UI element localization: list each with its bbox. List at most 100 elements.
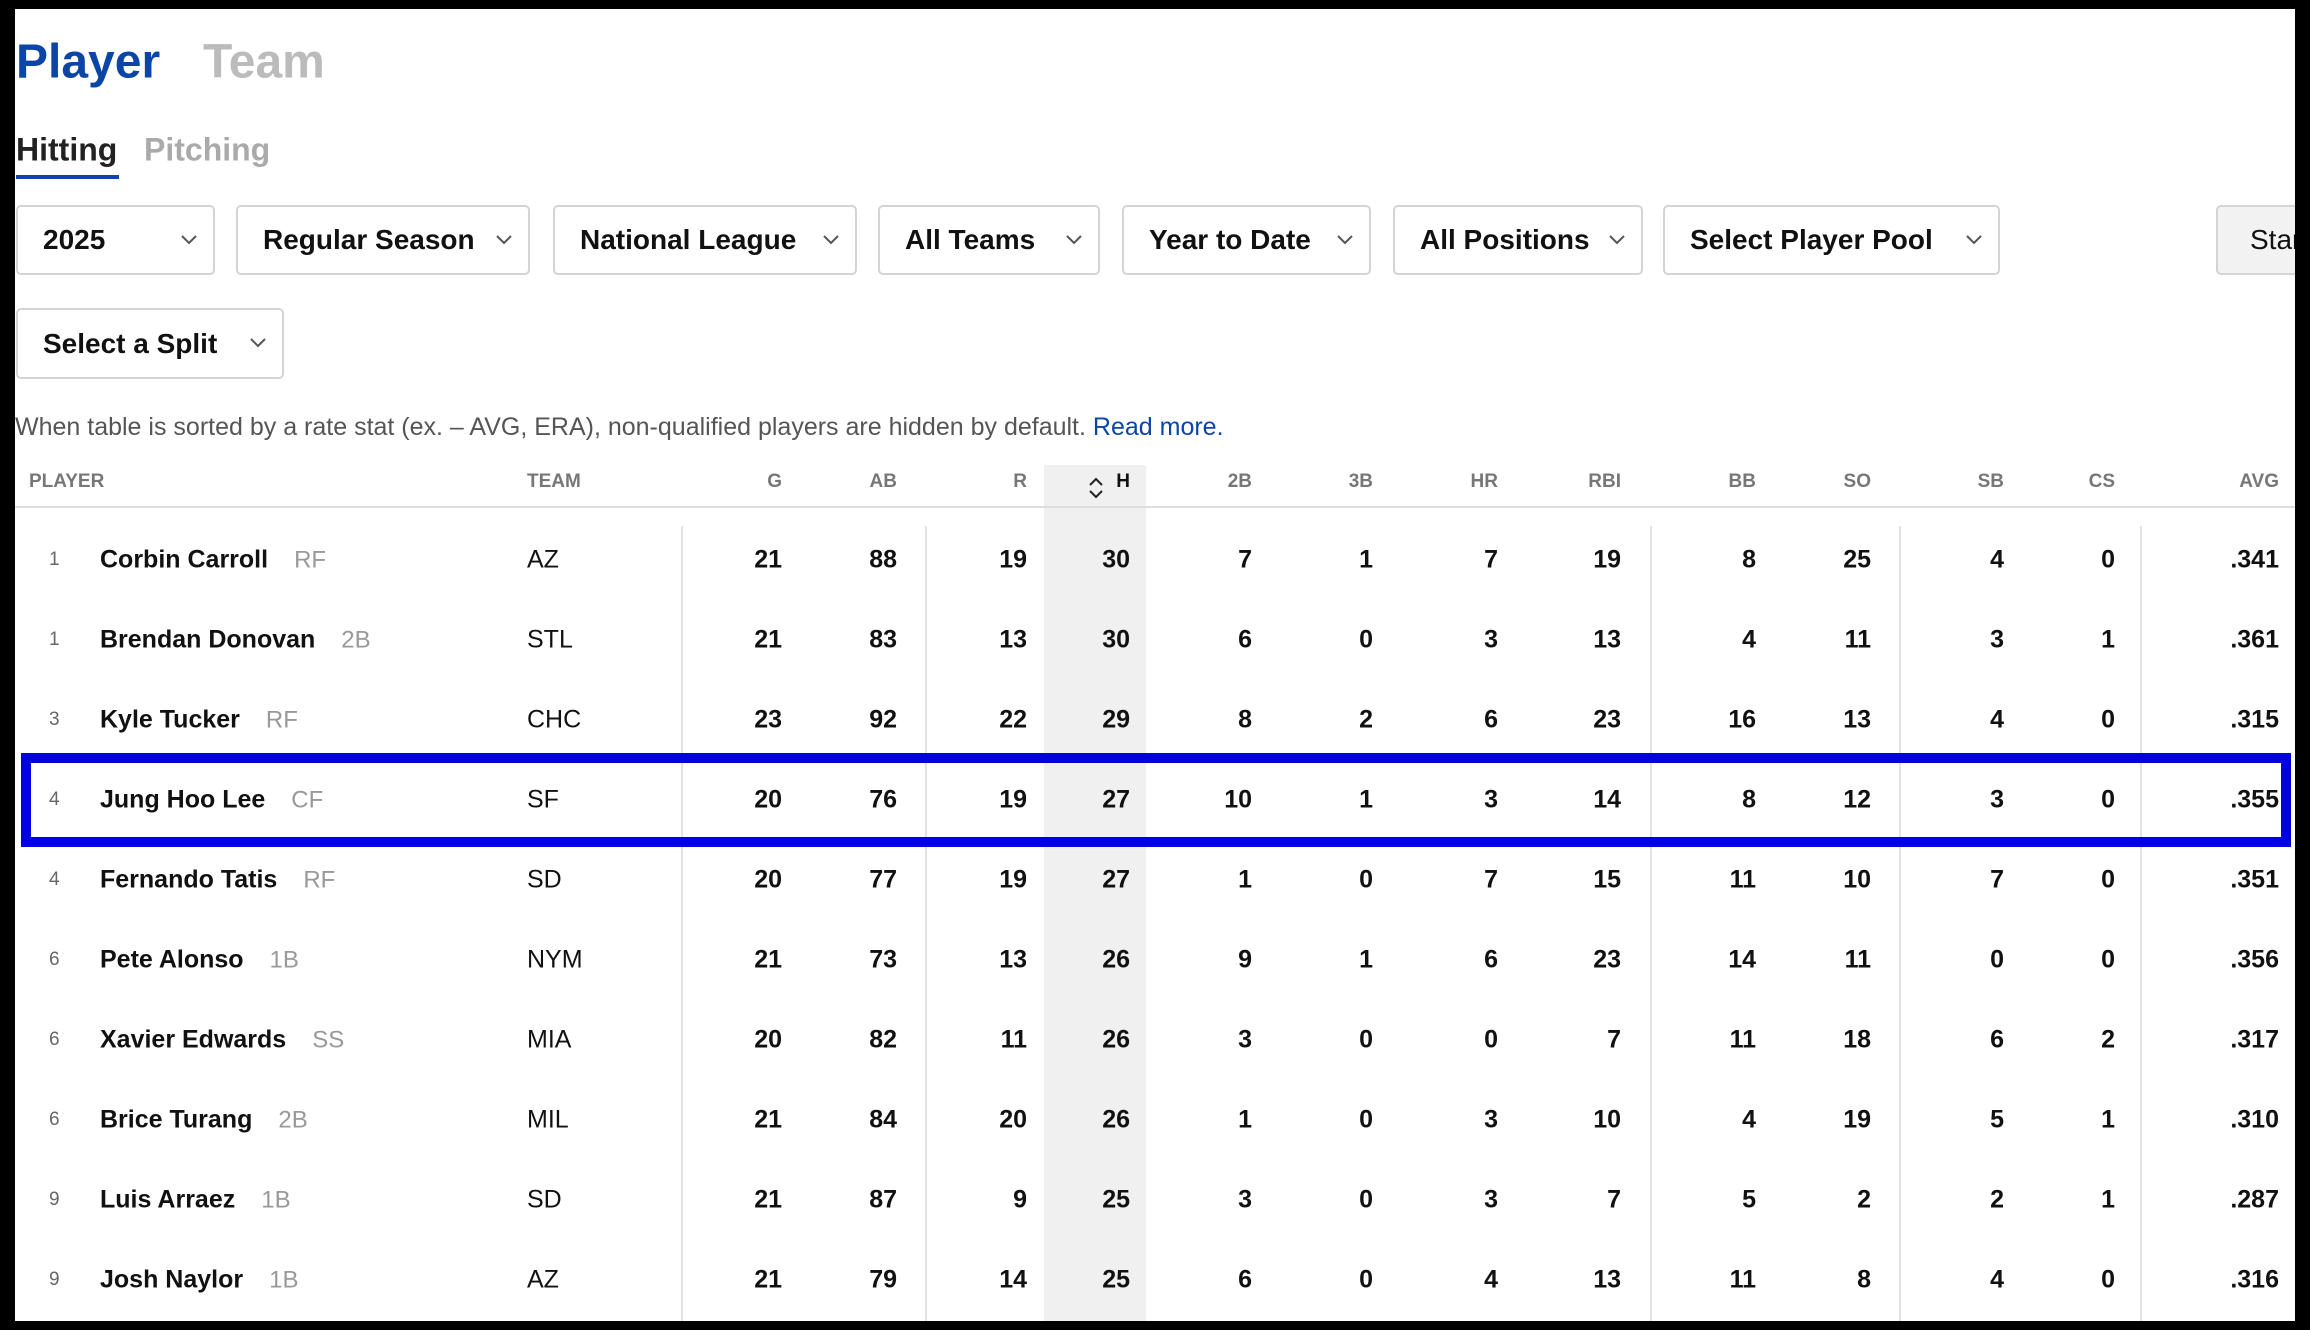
stat: 4: [1484, 1265, 1498, 1294]
player-name[interactable]: Fernando Tatis: [100, 865, 278, 894]
stat: 11: [1729, 1025, 1756, 1054]
stat: 7: [1484, 865, 1498, 894]
stat: 3: [1484, 1105, 1498, 1134]
filter-label: National League: [580, 224, 797, 255]
stat: 21: [754, 545, 782, 574]
filter-dropdown[interactable]: 2025: [16, 205, 215, 275]
player-name[interactable]: Kyle Tucker: [100, 705, 240, 734]
player-name[interactable]: Brice Turang: [100, 1105, 253, 1134]
stats-button[interactable]: Star: [2216, 205, 2295, 275]
player-name[interactable]: Josh Naylor: [100, 1265, 244, 1294]
stat: 87: [869, 1185, 897, 1214]
column-header[interactable]: CS: [2088, 471, 2115, 492]
stat: 1: [1359, 545, 1373, 574]
player-name[interactable]: Corbin Carroll: [100, 545, 269, 574]
stat: 1: [1359, 945, 1373, 974]
stat: 25: [1843, 545, 1871, 574]
column-header[interactable]: H: [1116, 471, 1130, 492]
player-tab[interactable]: Player: [16, 35, 161, 89]
filter-dropdown[interactable]: National League: [553, 205, 857, 275]
stat: 3: [1990, 785, 2004, 814]
column-header[interactable]: 3B: [1348, 471, 1373, 492]
player-name[interactable]: Brendan Donovan: [100, 625, 316, 654]
stat: 83: [869, 625, 897, 654]
stat: 23: [1593, 705, 1621, 734]
column-header[interactable]: PLAYER: [29, 471, 105, 492]
column-header[interactable]: SB: [1977, 471, 2004, 492]
filter-dropdown[interactable]: Year to Date: [1122, 205, 1371, 275]
stat: 12: [1843, 785, 1871, 814]
player-cell: Xavier Edwards SS: [100, 1026, 344, 1055]
stat: 13: [1593, 625, 1621, 654]
column-separator: [925, 526, 927, 1321]
stat: 19: [999, 865, 1027, 894]
stat: 8: [1238, 705, 1252, 734]
team-tab[interactable]: Team: [203, 35, 325, 89]
stat: 14: [1593, 785, 1621, 814]
stat: 0: [1359, 1105, 1373, 1134]
read-more-link[interactable]: Read more.: [1092, 413, 1224, 441]
stat: 30: [1102, 625, 1130, 654]
position: 1B: [261, 1186, 291, 1214]
header-rule: [15, 506, 2295, 508]
column-header[interactable]: RBI: [1588, 471, 1621, 492]
column-header[interactable]: BB: [1728, 471, 1756, 492]
stat: 0: [1359, 865, 1373, 894]
stat: 21: [754, 1265, 782, 1294]
column-separator: [2140, 526, 2142, 1321]
stat: 19: [999, 545, 1027, 574]
split-dropdown[interactable]: Select a Split: [16, 308, 284, 379]
stat: 8: [1857, 1265, 1871, 1294]
stat: 25: [1102, 1185, 1130, 1214]
filter-dropdown[interactable]: Select Player Pool: [1663, 205, 2000, 275]
filter-label: Select Player Pool: [1690, 224, 1933, 255]
column-header[interactable]: TEAM: [527, 471, 581, 492]
rank: 6: [49, 1109, 60, 1130]
column-separator: [1899, 526, 1901, 1321]
filter-label: All Positions: [1420, 224, 1590, 255]
filter-dropdown[interactable]: Regular Season: [236, 205, 530, 275]
stat: 0: [1484, 1025, 1498, 1054]
filter-dropdown[interactable]: All Teams: [878, 205, 1100, 275]
column-header[interactable]: SO: [1843, 471, 1871, 492]
player-name[interactable]: Jung Hoo Lee: [100, 785, 266, 814]
column-header[interactable]: AB: [869, 471, 897, 492]
stat: 8: [1742, 545, 1756, 574]
column-header[interactable]: 2B: [1227, 471, 1252, 492]
position: RF: [265, 706, 298, 734]
stat: 0: [2101, 1265, 2115, 1294]
stat: 3: [1238, 1025, 1252, 1054]
chevron: [1609, 235, 1625, 245]
sort-icon[interactable]: [1088, 477, 1104, 499]
stat: 7: [1607, 1185, 1621, 1214]
stat: 1: [2101, 1185, 2115, 1214]
stat: 8: [1742, 785, 1756, 814]
hitting-tab[interactable]: Hitting: [16, 131, 118, 168]
stat: 3: [1238, 1185, 1252, 1214]
player-name[interactable]: Luis Arraez: [100, 1185, 236, 1214]
stat: 4: [1990, 1265, 2004, 1294]
pitching-tab[interactable]: Pitching: [144, 131, 271, 168]
team: SD: [527, 865, 562, 894]
stat: 76: [869, 785, 897, 814]
stat: 2: [2101, 1025, 2115, 1054]
stat: 1: [1238, 865, 1252, 894]
stat: 82: [869, 1025, 897, 1054]
column-header[interactable]: G: [767, 471, 782, 492]
position: 2B: [278, 1106, 308, 1134]
column-header[interactable]: AVG: [2239, 471, 2279, 492]
filter-dropdown[interactable]: All Positions: [1393, 205, 1643, 275]
stat: 6: [1238, 625, 1252, 654]
stat: 1: [1359, 785, 1373, 814]
player-name[interactable]: Xavier Edwards: [100, 1025, 287, 1054]
column-separator: [1650, 526, 1652, 1321]
chevron: [1066, 235, 1082, 245]
stat: .341: [2230, 545, 2279, 574]
stat: 0: [1359, 625, 1373, 654]
column-header[interactable]: HR: [1470, 471, 1498, 492]
stat: 18: [1843, 1025, 1871, 1054]
column-header[interactable]: R: [1013, 471, 1027, 492]
stat: 5: [1742, 1185, 1756, 1214]
player-name[interactable]: Pete Alonso: [100, 945, 244, 974]
